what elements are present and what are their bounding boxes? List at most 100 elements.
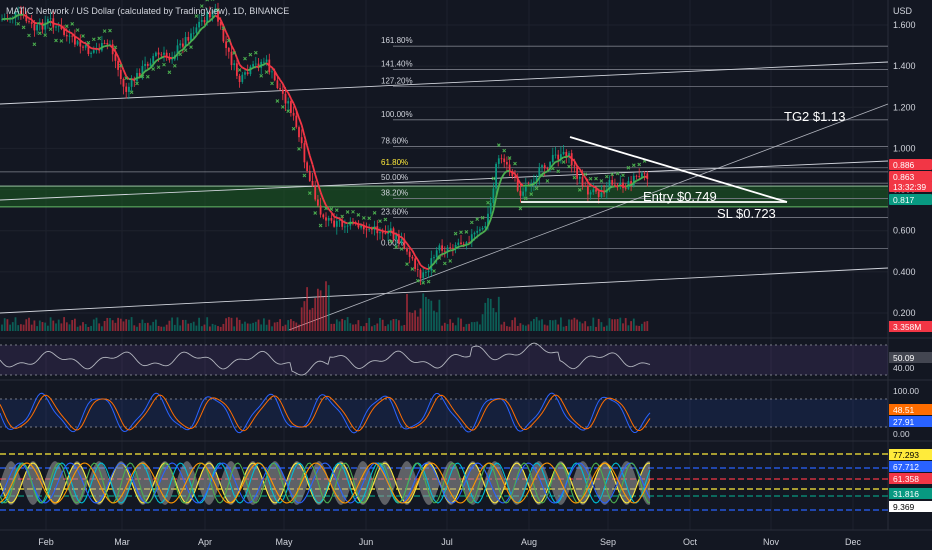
volume-bar [578,321,581,331]
ma-segment [497,177,503,187]
volume-bar [476,321,479,331]
candle-body [317,199,319,206]
candle-body [254,63,257,65]
ma-segment [314,174,319,184]
stoch-badge-orange-text: 48.51 [893,405,915,415]
candle-body [98,48,101,51]
ma-segment [185,43,189,47]
volume-bar [479,324,481,331]
sar-mark [37,31,42,36]
candle-body [209,11,211,18]
ma-segment [533,181,538,185]
candle-body [406,248,408,252]
time-tick: Dec [845,537,862,547]
volume-bar [192,321,195,331]
volume-bar [60,323,63,331]
sar-mark [518,206,523,211]
volume-bar [249,323,252,331]
candle-body [30,22,33,24]
candle-body [238,75,241,82]
ma-segment [198,27,203,33]
volume-bar [408,312,411,331]
ma-segment [612,185,616,188]
candle-body [614,184,616,186]
sar-mark [86,40,91,45]
volume-bar [211,323,214,331]
volume-bar [354,324,357,331]
volume-bar [584,321,587,331]
ma-segment [179,48,184,52]
candle-body [322,214,325,218]
osc-badge-text: 31.816 [893,489,919,499]
volume-bar [605,325,608,331]
candle-body [497,158,500,164]
volume-bar [114,322,117,331]
ma-segment [82,41,86,45]
ma-segment [155,58,160,62]
ma-segment [544,170,548,174]
grid-lines [0,0,932,531]
triangle-pattern [521,136,788,203]
sar-mark [151,67,156,71]
volume-bar [303,301,306,331]
candle-body [14,12,17,18]
ma-segment [519,182,524,187]
price-badge-bg [889,171,932,182]
volume-bar [36,326,38,331]
price-tick: 0.200 [893,308,916,318]
ma-segment [374,226,378,231]
candle-body [71,35,74,37]
ma-segment [387,230,392,233]
ma-segment [111,47,117,53]
ma-segment [435,255,441,261]
ma-segment [549,164,554,170]
candle-body [562,151,565,155]
volume-bar [487,298,489,331]
sar-mark [264,70,269,74]
candle-body [271,71,273,73]
candle-body [182,43,184,47]
candle-body [632,175,635,186]
volume-bar [327,285,330,331]
sar-mark [356,213,361,217]
volume-bar [368,317,371,331]
ma-segment [355,222,359,226]
volume-badge-text: 3.358M [893,322,921,332]
sar-mark [324,206,328,211]
volume-bar [273,322,276,331]
candle-body [468,242,470,243]
candle-body [433,257,435,259]
candle-body [443,250,446,252]
ma-segment [595,187,600,192]
volume-bar [30,324,33,331]
sar-mark [610,172,615,177]
ma-segment [195,31,200,37]
volume-badge-bg [889,321,932,332]
volume-bar [371,326,373,331]
candle-body [60,25,63,30]
ma-segment [330,211,335,217]
volume-bar [638,325,641,331]
ma-segment [160,55,165,59]
fib-levels: 161.80% 141.40% 127.20% 100.00% 78.60% 61.80%… [381,36,888,250]
time-tick: Sep [600,537,616,547]
sar-mark [388,239,393,244]
horizontal-levels [0,171,888,187]
volume-bar [311,307,314,331]
candle-body [200,20,203,22]
osc-line [0,462,651,504]
candle-body [327,217,330,221]
ma-segment [571,157,575,162]
volume-bar [109,318,111,331]
candle-body [365,229,368,231]
ma-segment [193,35,198,40]
sar-mark [318,223,323,228]
ma-segment [287,92,292,99]
ma-segment [546,168,551,173]
volume-bar [387,324,389,331]
ma-segment [528,184,532,187]
fib-label: 61.80% [381,158,408,167]
sar-mark [64,24,69,29]
volume-bar [152,321,155,331]
